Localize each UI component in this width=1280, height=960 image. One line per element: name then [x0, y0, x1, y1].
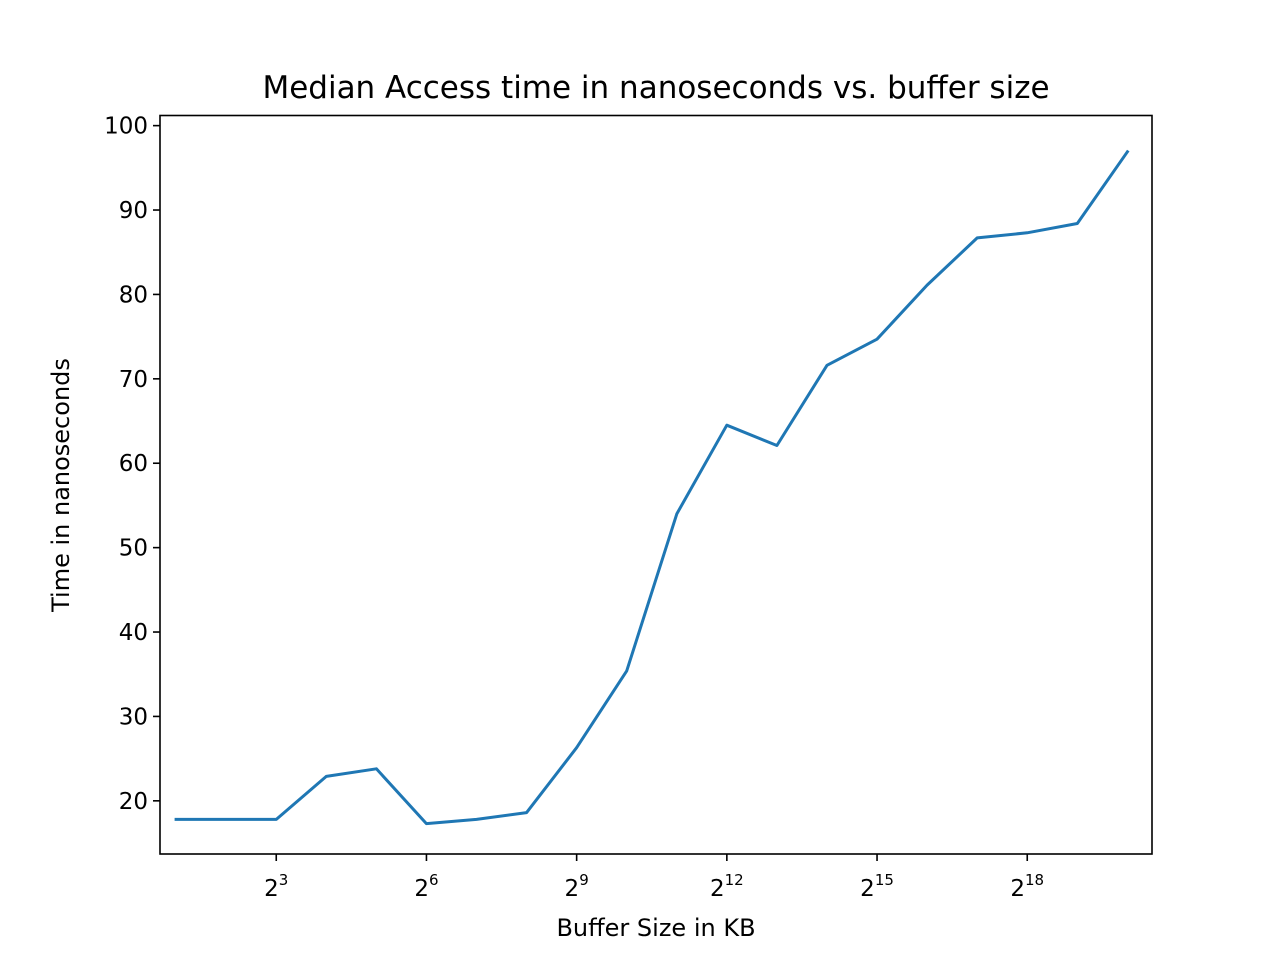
x-axis-label: Buffer Size in KB	[556, 914, 755, 942]
y-axis: 20 30 40 50 60 70 80 90 100	[104, 114, 160, 815]
x-axis: 23 26 29 212 215 218	[264, 854, 1044, 902]
y-axis-label: Time in nanoseconds	[47, 358, 75, 613]
y-tick-label: 60	[119, 451, 148, 477]
y-tick-label: 70	[119, 367, 148, 393]
x-tick-label: 23	[264, 871, 288, 902]
plot-area	[174, 149, 1130, 826]
y-tick-label: 20	[119, 789, 148, 815]
y-tick-label: 50	[119, 536, 148, 562]
y-tick-label: 100	[104, 114, 148, 140]
x-tick-label: 215	[860, 871, 894, 902]
chart-title: Median Access time in nanoseconds vs. bu…	[262, 70, 1049, 106]
y-tick-label: 40	[119, 620, 148, 646]
y-tick-label: 90	[119, 198, 148, 224]
x-tick-label: 212	[710, 871, 744, 902]
x-tick-label: 26	[414, 871, 438, 902]
x-tick-label: 218	[1010, 871, 1044, 902]
x-tick-label: 29	[565, 871, 589, 902]
series-line	[174, 149, 1130, 826]
plot-frame	[159, 114, 1153, 855]
y-tick-label: 30	[119, 704, 148, 730]
y-tick-label: 80	[119, 282, 148, 308]
